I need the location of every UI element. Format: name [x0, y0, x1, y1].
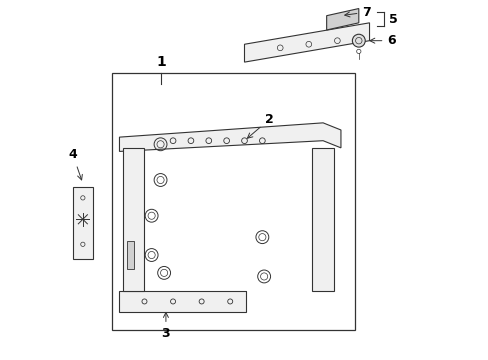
Bar [112, 73, 354, 330]
Polygon shape [326, 9, 358, 30]
Polygon shape [119, 291, 245, 312]
Bar [126, 241, 134, 269]
Text: 3: 3 [161, 312, 170, 340]
Polygon shape [123, 148, 144, 291]
Bar [73, 187, 93, 258]
Text: 2: 2 [247, 113, 273, 138]
Text: 6: 6 [369, 34, 395, 47]
Polygon shape [244, 23, 369, 62]
Circle shape [352, 34, 365, 47]
Polygon shape [312, 148, 333, 291]
Polygon shape [119, 123, 340, 152]
Text: 4: 4 [68, 148, 82, 180]
Text: 5: 5 [388, 13, 397, 26]
Text: 7: 7 [344, 6, 370, 19]
Text: 1: 1 [156, 55, 165, 69]
